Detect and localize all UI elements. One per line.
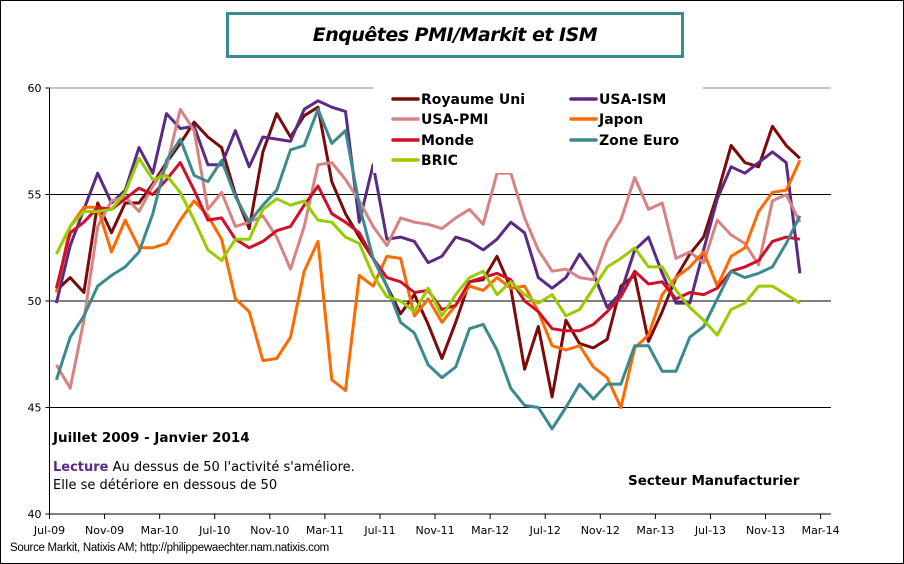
legend-label: Monde xyxy=(421,133,474,149)
chart-title: Enquêtes PMI/Markit et ISM xyxy=(312,24,598,46)
period-label: Juillet 2009 - Janvier 2014 xyxy=(53,430,250,446)
legend-label: Japon xyxy=(598,112,643,128)
lecture-label: Lecture xyxy=(53,460,109,475)
source-note: Source Markit, Natixis AM; http://philip… xyxy=(10,542,329,554)
x-tick-label: Mar-10 xyxy=(141,524,179,537)
lecture-note: Lecture Au dessus de 50 l'activité s'amé… xyxy=(53,460,355,475)
legend-box xyxy=(373,81,703,173)
x-tick-label: Jul-13 xyxy=(694,524,726,537)
x-tick-label: Jul-12 xyxy=(529,524,561,537)
x-tick-label: Jul-11 xyxy=(363,524,395,537)
y-tick-label: 45 xyxy=(28,402,42,415)
x-tick-label: Nov-10 xyxy=(250,524,289,537)
x-tick-label: Jul-09 xyxy=(33,524,65,537)
legend-label: BRIC xyxy=(421,153,458,169)
legend-label: USA-ISM xyxy=(599,92,666,108)
chart-title-box: Enquêtes PMI/Markit et ISM xyxy=(226,12,684,58)
x-tick-label: Nov-09 xyxy=(85,524,124,537)
series-line-zone-euro xyxy=(54,107,802,431)
sector-label: Secteur Manufacturier xyxy=(628,473,800,489)
x-tick-label: Nov-12 xyxy=(581,524,620,537)
x-tick-label: Mar-13 xyxy=(636,524,674,537)
legend-label: USA-PMI xyxy=(421,112,489,128)
y-tick-label: 50 xyxy=(28,295,42,308)
x-tick-label: Nov-13 xyxy=(746,524,785,537)
series-line-usa-pmi xyxy=(55,107,802,390)
lecture-text: Au dessus de 50 l'activité s'améliore. xyxy=(108,460,355,475)
x-tick-label: Mar-12 xyxy=(471,524,509,537)
legend-label: Zone Euro xyxy=(599,133,680,149)
x-tick-label: Mar-14 xyxy=(802,524,840,537)
y-tick-label: 60 xyxy=(28,82,42,95)
x-tick-label: Mar-11 xyxy=(306,524,344,537)
y-tick-label: 40 xyxy=(28,508,42,521)
y-tick-label: 55 xyxy=(28,189,42,202)
legend-label: Royaume Uni xyxy=(421,92,525,108)
series-line-japon xyxy=(54,159,802,409)
series-line-bric xyxy=(55,156,801,337)
x-tick-label: Nov-11 xyxy=(415,524,454,537)
x-tick-label: Jul-10 xyxy=(198,524,230,537)
lecture-line2: Elle se détériore en dessous de 50 xyxy=(53,478,278,493)
series-line-usa-ism xyxy=(54,99,802,309)
